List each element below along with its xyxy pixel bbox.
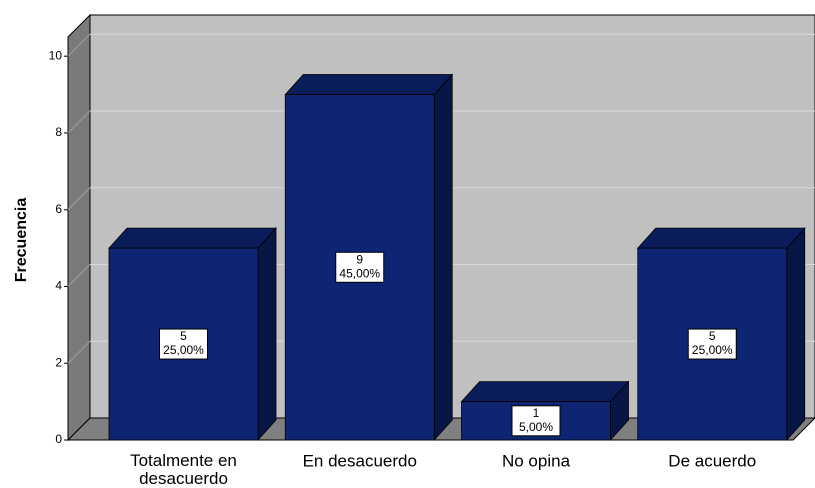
bar-side [786,227,806,442]
bar-top [284,74,454,95]
bar [108,247,259,441]
data-label-box [511,405,561,437]
data-label-percent: 5,00% [519,420,553,434]
y-tick-label: 0 [55,432,62,446]
y-tick-label: 2 [55,355,62,369]
grid-line [67,110,91,134]
y-tick-label: 10 [49,48,63,62]
y-tick-label: 8 [55,125,62,139]
bar-top [636,227,806,249]
y-tick-label: 6 [55,202,62,216]
bar-side [433,73,453,442]
grid-line [67,187,91,211]
data-label-percent: 25,00% [163,343,204,357]
y-tick-label: 4 [55,279,62,293]
bar-top [108,227,277,249]
x-tick-label: Totalmente en desacuerdo [130,451,237,488]
y-axis-label: Frecuencia [13,198,30,283]
data-label-percent: 45,00% [339,266,380,280]
x-tick-label: En desacuerdo [303,451,417,470]
left-wall [67,13,91,442]
x-tick-label-line: desacuerdo [139,469,228,488]
x-tick-label-line: Totalmente en [130,451,237,470]
grid-line [67,340,91,364]
bar-top [460,381,630,403]
data-label: 5 [180,329,187,343]
data-label-box [687,328,737,360]
data-label-percent: 25,00% [692,343,733,357]
x-tick-label: De acuerdo [668,451,756,470]
bar-side [257,227,277,442]
x-tick-label: No opina [502,451,571,470]
data-label: 9 [356,252,363,266]
grid-line [67,264,91,287]
data-label: 5 [709,329,716,343]
data-label-box [335,251,385,283]
grid-line [67,33,91,57]
data-label-box [159,328,208,360]
data-label: 1 [533,406,540,420]
